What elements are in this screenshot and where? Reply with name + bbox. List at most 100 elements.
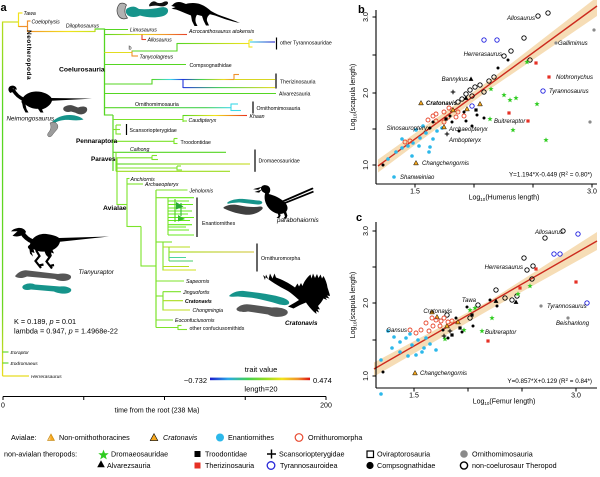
svg-text:Compsognathidae: Compsognathidae: [377, 461, 435, 470]
svg-text:Dromaeosauridae: Dromaeosauridae: [259, 158, 300, 164]
svg-text:Ornithuromorpha: Ornithuromorpha: [308, 433, 362, 442]
svg-text:1.5: 1.5: [410, 189, 420, 196]
svg-text:time from the root (238 Ma): time from the root (238 Ma): [115, 408, 200, 415]
svg-text:Dromaeosauridae: Dromaeosauridae: [111, 450, 168, 459]
svg-text:Neotheropoda: Neotheropoda: [25, 30, 32, 80]
svg-text:Cratonavis: Cratonavis: [426, 101, 458, 107]
svg-text:Scansoriopterygidae: Scansoriopterygidae: [279, 450, 345, 459]
svg-text:3.0: 3.0: [587, 189, 597, 196]
svg-text:Log10(Humerus length): Log10(Humerus length): [469, 195, 540, 203]
svg-text:Tawa: Tawa: [24, 11, 36, 17]
svg-text:3.0: 3.0: [363, 226, 370, 236]
svg-text:Therizinosauria: Therizinosauria: [280, 80, 316, 86]
svg-text:1.0: 1.0: [363, 371, 370, 381]
svg-text:Non-ornithothoracines: Non-ornithothoracines: [59, 433, 130, 442]
svg-text:Tawa: Tawa: [462, 298, 477, 304]
svg-text:Cratonavis: Cratonavis: [185, 299, 212, 305]
svg-text:Acrocanthosaurus atokensis: Acrocanthosaurus atokensis: [188, 29, 255, 35]
svg-text:Troodontidae: Troodontidae: [205, 450, 247, 459]
svg-text:Beishanlong: Beishanlong: [556, 321, 590, 327]
svg-text:Enantiornithes: Enantiornithes: [228, 433, 274, 442]
svg-text:3.0: 3.0: [571, 393, 581, 400]
svg-text:Oviraptorosauria: Oviraptorosauria: [377, 450, 430, 459]
svg-text:Khaan: Khaan: [250, 114, 265, 120]
svg-text:c: c: [356, 212, 362, 224]
svg-text:Avialae: Avialae: [103, 205, 127, 212]
svg-text:Neimongosaurus: Neimongosaurus: [7, 116, 55, 123]
svg-text:Log10(Femur length): Log10(Femur length): [473, 399, 536, 407]
svg-text:b: b: [129, 46, 132, 52]
svg-text:Y=1.194*X-0.449 (R2 = 0.80*): Y=1.194*X-0.449 (R2 = 0.80*): [509, 171, 592, 179]
svg-text:Sapeornis: Sapeornis: [186, 279, 210, 285]
svg-text:Ornithomimosauria: Ornithomimosauria: [472, 450, 533, 459]
svg-text:Buitreraptor: Buitreraptor: [485, 330, 517, 336]
svg-text:Eodromaeus: Eodromaeus: [11, 361, 39, 367]
svg-text:Gansus: Gansus: [386, 328, 407, 334]
svg-text:Troodontidae: Troodontidae: [181, 140, 211, 146]
svg-text:Ornithomimosauria: Ornithomimosauria: [135, 102, 179, 108]
svg-text:0.474: 0.474: [313, 376, 332, 385]
svg-text:Archaeopteryx: Archaeopteryx: [448, 127, 489, 133]
svg-text:Log10(scapula length): Log10(scapula length): [350, 64, 358, 131]
svg-text:Therizinosauria: Therizinosauria: [205, 461, 254, 470]
svg-text:−0.732: −0.732: [184, 376, 207, 385]
svg-text:Tyrannosaurus: Tyrannosaurus: [547, 304, 587, 310]
svg-text:Gallimimus: Gallimimus: [558, 41, 588, 47]
svg-text:Buitreraptor: Buitreraptor: [494, 119, 526, 125]
svg-text:0: 0: [1, 403, 5, 410]
svg-text:lambda = 0.947, p = 1.4968e-22: lambda = 0.947, p = 1.4968e-22: [14, 327, 118, 336]
svg-text:1.0: 1.0: [363, 160, 370, 170]
svg-text:K = 0.189, p = 0.01: K = 0.189, p = 0.01: [14, 317, 76, 326]
svg-text:b: b: [358, 4, 365, 16]
svg-text:Caudipteryx: Caudipteryx: [189, 118, 217, 124]
svg-text:Alvarezsauria: Alvarezsauria: [279, 92, 311, 98]
svg-text:Caihong: Caihong: [130, 147, 149, 153]
svg-text:Ambopteryx: Ambopteryx: [448, 138, 482, 144]
svg-text:Log10(scapula length): Log10(scapula length): [350, 272, 358, 339]
svg-text:Enantiornithes: Enantiornithes: [202, 221, 236, 227]
svg-text:non-coelurosaur Theropod: non-coelurosaur Theropod: [472, 461, 557, 470]
svg-text:Paraves: Paraves: [91, 156, 116, 163]
svg-text:Bannykus: Bannykus: [442, 77, 468, 83]
svg-text:Ornithuromorpha: Ornithuromorpha: [261, 256, 300, 262]
svg-text:Eoconfuciusornis: Eoconfuciusornis: [175, 318, 215, 324]
svg-text:3.0: 3.0: [363, 12, 370, 22]
svg-text:length=20: length=20: [244, 385, 277, 394]
svg-text:200: 200: [320, 403, 332, 410]
svg-text:a: a: [1, 2, 8, 14]
svg-text:other Tyrannosauridae: other Tyrannosauridae: [280, 41, 332, 47]
svg-text:Cratonavis: Cratonavis: [423, 309, 452, 315]
svg-text:Herrerasaurus: Herrerasaurus: [485, 265, 523, 271]
svg-text:Coelurosauria: Coelurosauria: [59, 67, 105, 74]
svg-text:Anchiornis: Anchiornis: [130, 177, 156, 183]
svg-text:Ornithomimosauria: Ornithomimosauria: [257, 106, 301, 112]
svg-text:Cratonavis: Cratonavis: [285, 320, 318, 327]
svg-text:Coelophysis: Coelophysis: [32, 20, 61, 26]
svg-text:Avialae:: Avialae:: [11, 433, 36, 442]
svg-text:Alvarezsauria: Alvarezsauria: [107, 461, 151, 470]
svg-text:parabohaiornis: parabohaiornis: [276, 217, 320, 224]
svg-text:Sinosauropteryx: Sinosauropteryx: [387, 126, 431, 132]
svg-text:Changchengornis: Changchengornis: [420, 371, 467, 377]
svg-text:Archaeopteryx: Archaeopteryx: [144, 182, 179, 188]
svg-text:Changchengornis: Changchengornis: [422, 161, 469, 167]
svg-text:Nothronychus: Nothronychus: [556, 75, 593, 81]
svg-text:2.0: 2.0: [363, 298, 370, 308]
svg-text:Jinguofortis: Jinguofortis: [182, 290, 210, 296]
svg-text:Herrerasaurus: Herrerasaurus: [464, 52, 502, 58]
svg-text:Y=0.857*X+0.129 (R2 = 0.84*): Y=0.857*X+0.129 (R2 = 0.84*): [507, 377, 592, 385]
svg-text:Cratonavis: Cratonavis: [163, 433, 198, 442]
svg-text:Scansoriopterygidae: Scansoriopterygidae: [130, 128, 177, 134]
svg-text:Allosaurus: Allosaurus: [147, 38, 173, 44]
svg-text:Eoraptor: Eoraptor: [11, 350, 30, 356]
svg-text:Dilophosaurus: Dilophosaurus: [66, 24, 100, 30]
svg-text:Tyrannosauroidea: Tyrannosauroidea: [280, 461, 338, 470]
svg-text:Allosaurus: Allosaurus: [534, 230, 563, 236]
svg-text:Chongmingia: Chongmingia: [193, 308, 224, 314]
svg-text:Allosaurus: Allosaurus: [506, 16, 535, 22]
svg-text:Tianyuraptor: Tianyuraptor: [79, 269, 115, 276]
svg-text:trait value: trait value: [245, 365, 278, 374]
svg-text:2.0: 2.0: [363, 88, 370, 98]
svg-text:Herrerasaurus: Herrerasaurus: [31, 374, 62, 380]
svg-text:Jeholornis: Jeholornis: [189, 188, 214, 194]
